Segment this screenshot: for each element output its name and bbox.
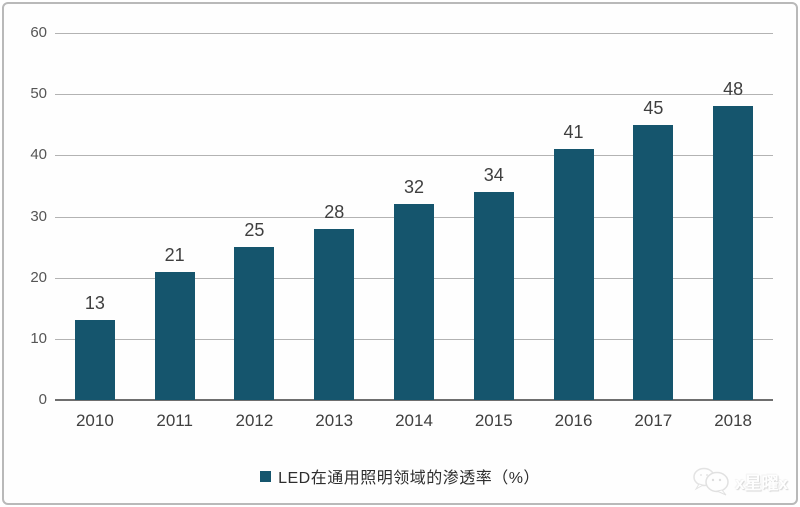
- watermark-text: x星曜x: [735, 473, 788, 493]
- x-tick-label: 2016: [554, 411, 593, 430]
- y-tick-label: 20: [30, 268, 47, 286]
- bar-2013: [314, 228, 355, 400]
- watermark: x星曜x: [691, 465, 788, 497]
- y-tick-label: 40: [30, 146, 47, 164]
- gridline-y40: [55, 155, 773, 157]
- x-tick-label: 2017: [634, 411, 673, 430]
- y-tick-label: 30: [30, 207, 47, 225]
- bar-value-label: 45: [643, 97, 664, 118]
- bar-value-label: 13: [84, 293, 105, 314]
- bar-2016: [553, 149, 594, 400]
- bar-value-label: 34: [483, 165, 504, 186]
- y-tick-label: 0: [38, 391, 47, 408]
- bar-2018: [713, 106, 754, 400]
- bar-2010: [74, 320, 115, 400]
- legend-marker-swatch: [260, 470, 272, 482]
- legend: LED在通用照明领域的渗透率（%）: [0, 464, 800, 488]
- y-tick-label: 50: [30, 85, 47, 103]
- legend-label: LED在通用照明领域的渗透率（%）: [278, 470, 540, 487]
- bar-2017: [633, 124, 674, 400]
- wechat-icon: [693, 467, 729, 496]
- x-tick-label: 2015: [474, 411, 513, 430]
- gridline-y50: [55, 94, 773, 96]
- bar-2015: [473, 192, 514, 400]
- y-tick-label: 60: [30, 24, 47, 41]
- x-tick-label: 2014: [395, 411, 433, 430]
- gridline-y60: [55, 33, 773, 34]
- bar-value-label: 32: [403, 177, 425, 198]
- x-tick-label: 2012: [235, 411, 274, 430]
- x-tick-label: 2013: [315, 411, 354, 430]
- bar-value-label: 21: [164, 244, 185, 265]
- bar-2011: [154, 271, 195, 400]
- bar-value-label: 41: [563, 122, 584, 143]
- bar-2014: [394, 204, 434, 400]
- y-tick-label: 10: [30, 329, 47, 347]
- bar-2012: [234, 247, 275, 400]
- plot-area: 0 10 20 30 40 50 60 13 2010 21 2011 25 2012 28 2013 32 2…: [30, 25, 773, 429]
- x-tick-label: 2018: [714, 411, 753, 430]
- bar-value-label: 25: [244, 220, 265, 241]
- x-tick-label: 2011: [156, 411, 193, 430]
- x-tick-label: 2010: [75, 411, 114, 430]
- bar-value-label: 48: [723, 79, 744, 100]
- bar-value-label: 28: [324, 201, 345, 222]
- x-axis-line: [55, 399, 773, 401]
